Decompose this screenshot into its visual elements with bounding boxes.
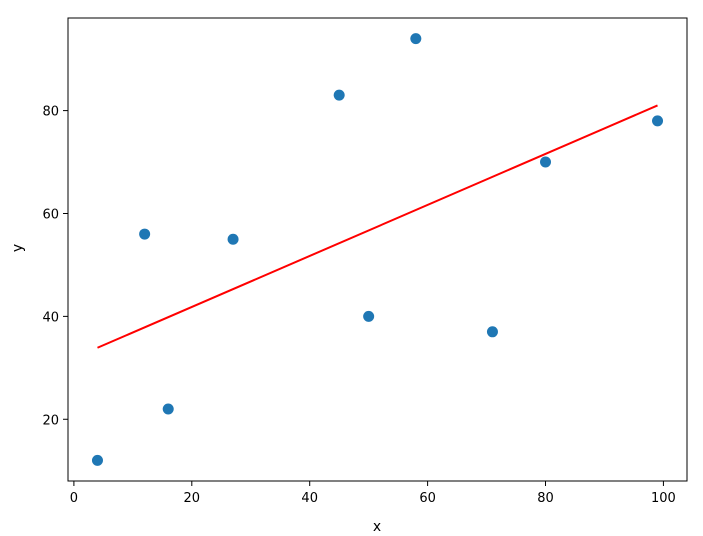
x-tick-label: 20 <box>184 491 201 506</box>
x-tick-label: 100 <box>651 491 676 506</box>
y-axis-label: y <box>10 244 26 252</box>
scatter-point <box>139 228 151 240</box>
plot-area <box>68 18 687 481</box>
y-tick-label: 20 <box>42 413 59 428</box>
scatter-point <box>540 156 552 168</box>
x-tick-label: 0 <box>70 491 78 506</box>
scatter-point <box>652 115 664 127</box>
plot-frame <box>67 17 688 482</box>
x-tick-label: 80 <box>537 491 554 506</box>
scatter-point <box>91 454 103 466</box>
scatter-point <box>410 33 422 45</box>
scatter-point <box>333 89 345 101</box>
y-tick-label: 80 <box>42 105 59 120</box>
trend-line <box>97 104 658 349</box>
x-tick-label: 60 <box>419 491 436 506</box>
scatter-point <box>162 403 174 415</box>
scatter-point <box>227 233 239 245</box>
x-tick-label: 40 <box>301 491 318 506</box>
x-axis-label: x <box>373 519 381 535</box>
scatter-point <box>486 326 498 338</box>
y-tick-label: 40 <box>42 310 59 325</box>
y-tick-label: 60 <box>42 207 59 222</box>
scatter-point <box>363 310 375 322</box>
